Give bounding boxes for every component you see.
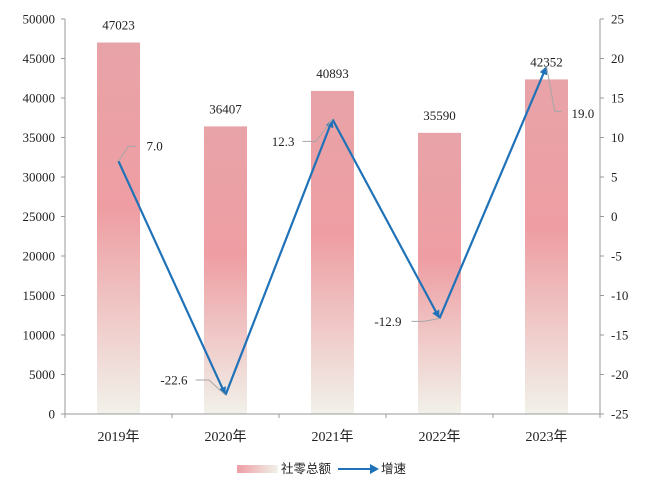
- x-tick-label: 2020年: [205, 429, 247, 445]
- growth-label-leader: [546, 66, 562, 112]
- growth-line-segment: [331, 118, 440, 319]
- bar: [97, 42, 140, 414]
- right-tick-label: -15: [611, 328, 628, 343]
- x-tick-label: 2021年: [312, 429, 354, 445]
- bar: [204, 126, 247, 414]
- legend: 社零总额 增速: [237, 461, 407, 476]
- right-tick-label: 20: [611, 51, 624, 66]
- left-tick-label: 30000: [23, 170, 56, 185]
- x-tick-label: 2019年: [98, 429, 140, 445]
- right-tick-label: -20: [611, 367, 628, 382]
- legend-bar-swatch: [237, 465, 278, 473]
- growth-line-segment: [117, 160, 226, 396]
- bar: [525, 79, 568, 415]
- right-tick-label: -25: [611, 407, 628, 422]
- axes-layer: 0 5000 10000 15000 20000 25000 30000 35000 40000…: [23, 12, 629, 446]
- bar-value-label: 40893: [316, 66, 349, 81]
- left-tick-label: 25000: [23, 209, 56, 224]
- left-tick-label: 50000: [23, 12, 56, 27]
- growth-value-label: -12.9: [374, 314, 401, 329]
- legend-bar-label: 社零总额: [281, 461, 332, 476]
- growth-label-leader: [118, 145, 137, 162]
- legend-line-label: 增速: [381, 461, 407, 476]
- growth-label-leader: [195, 379, 226, 396]
- right-tick-label: 25: [611, 12, 624, 27]
- bar-value-label: 47023: [102, 18, 135, 33]
- bar-value-label: 35590: [423, 108, 456, 123]
- growth-value-label: 19.0: [572, 106, 595, 121]
- right-tick-label: -10: [611, 288, 628, 303]
- bar: [418, 132, 461, 415]
- growth-line-segment: [224, 119, 334, 396]
- left-tick-label: 0: [49, 407, 56, 422]
- left-tick-label: 40000: [23, 91, 56, 106]
- x-tick-label: 2023年: [526, 429, 568, 445]
- left-tick-label: 15000: [23, 288, 56, 303]
- growth-value-label: 12.3: [272, 134, 295, 149]
- right-tick-label: 0: [611, 209, 618, 224]
- right-tick-label: 10: [611, 130, 624, 145]
- bar-value-label: 36407: [209, 101, 242, 116]
- x-tick-label: 2022年: [419, 429, 461, 445]
- left-tick-label: 20000: [23, 249, 56, 264]
- growth-value-label: 7.0: [147, 139, 163, 154]
- line-layer: [117, 66, 548, 396]
- bars-layer: [97, 42, 568, 415]
- left-tick-label: 5000: [29, 367, 55, 382]
- right-tick-label: 5: [611, 170, 618, 185]
- bar-value-label: 42352: [530, 54, 563, 69]
- right-tick-label: -5: [611, 249, 622, 264]
- growth-label-leader: [411, 317, 440, 322]
- left-tick-label: 45000: [23, 51, 56, 66]
- left-tick-label: 35000: [23, 130, 56, 145]
- labels-layer: 47023 36407 40893 35590 42352 7.0 -22.6 12.3 -12…: [102, 18, 594, 396]
- left-tick-label: 10000: [23, 328, 56, 343]
- growth-label-leader: [302, 119, 333, 142]
- right-tick-label: 15: [611, 91, 624, 106]
- growth-value-label: -22.6: [160, 373, 188, 388]
- legend-line-arrow: [370, 464, 379, 474]
- growth-line-segment: [438, 66, 548, 319]
